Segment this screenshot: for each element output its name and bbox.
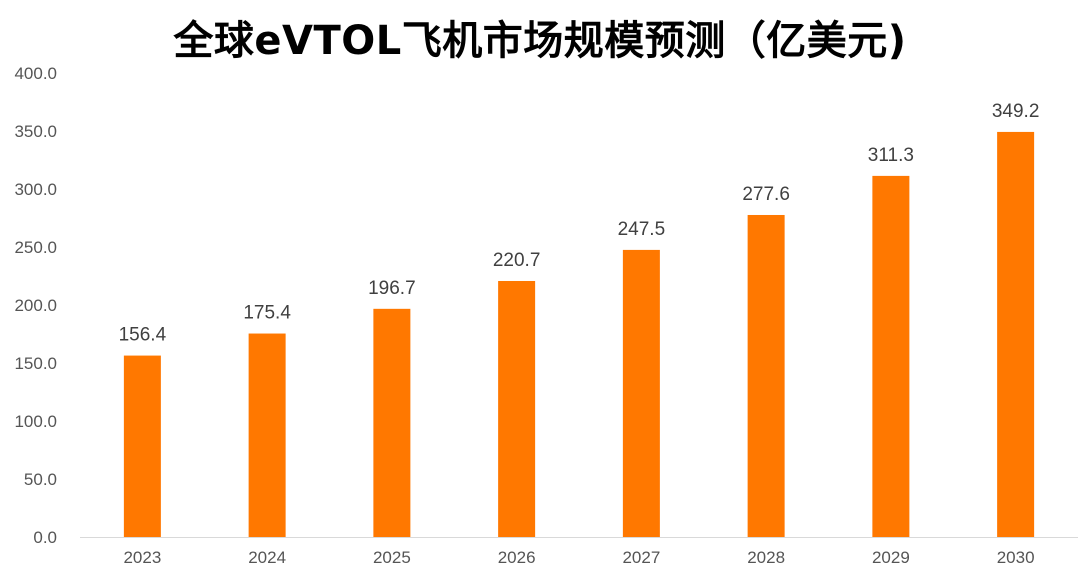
bar-2030 xyxy=(997,131,1035,538)
data-label: 220.7 xyxy=(493,250,541,271)
y-tick-label: 400.0 xyxy=(14,64,57,83)
y-tick-label: 300.0 xyxy=(14,180,57,199)
y-tick-label: 150.0 xyxy=(14,354,57,373)
y-tick-label: 100.0 xyxy=(14,412,57,431)
x-tick-label: 2026 xyxy=(498,548,536,567)
data-label: 196.7 xyxy=(368,278,416,299)
x-tick-label: 2023 xyxy=(123,548,161,567)
x-tick-label: 2030 xyxy=(997,548,1035,567)
x-tick-label: 2027 xyxy=(622,548,660,567)
bar-2026 xyxy=(498,280,536,537)
bar-2024 xyxy=(248,333,286,537)
y-tick-label: 50.0 xyxy=(24,470,57,489)
y-tick-label: 250.0 xyxy=(14,238,57,257)
y-tick-label: 0.0 xyxy=(33,528,57,547)
y-tick-label: 350.0 xyxy=(14,122,57,141)
chart-title: 全球eVTOL飞机市场规模预测（亿美元) xyxy=(173,18,907,64)
data-label: 277.6 xyxy=(742,184,790,205)
data-label: 156.4 xyxy=(119,325,167,346)
y-tick-label: 200.0 xyxy=(14,296,57,315)
bar-2029 xyxy=(872,175,910,537)
data-label: 175.4 xyxy=(243,303,291,324)
x-tick-label: 2029 xyxy=(872,548,910,567)
bar-2027 xyxy=(622,249,660,537)
bar-2025 xyxy=(373,308,411,537)
x-tick-label: 2024 xyxy=(248,548,286,567)
bar-2023 xyxy=(123,355,161,537)
x-tick-label: 2028 xyxy=(747,548,785,567)
x-tick-label: 2025 xyxy=(373,548,411,567)
data-label: 311.3 xyxy=(868,145,914,166)
data-label: 349.2 xyxy=(992,101,1040,122)
data-label: 247.5 xyxy=(618,219,666,240)
bar-2028 xyxy=(747,214,785,537)
